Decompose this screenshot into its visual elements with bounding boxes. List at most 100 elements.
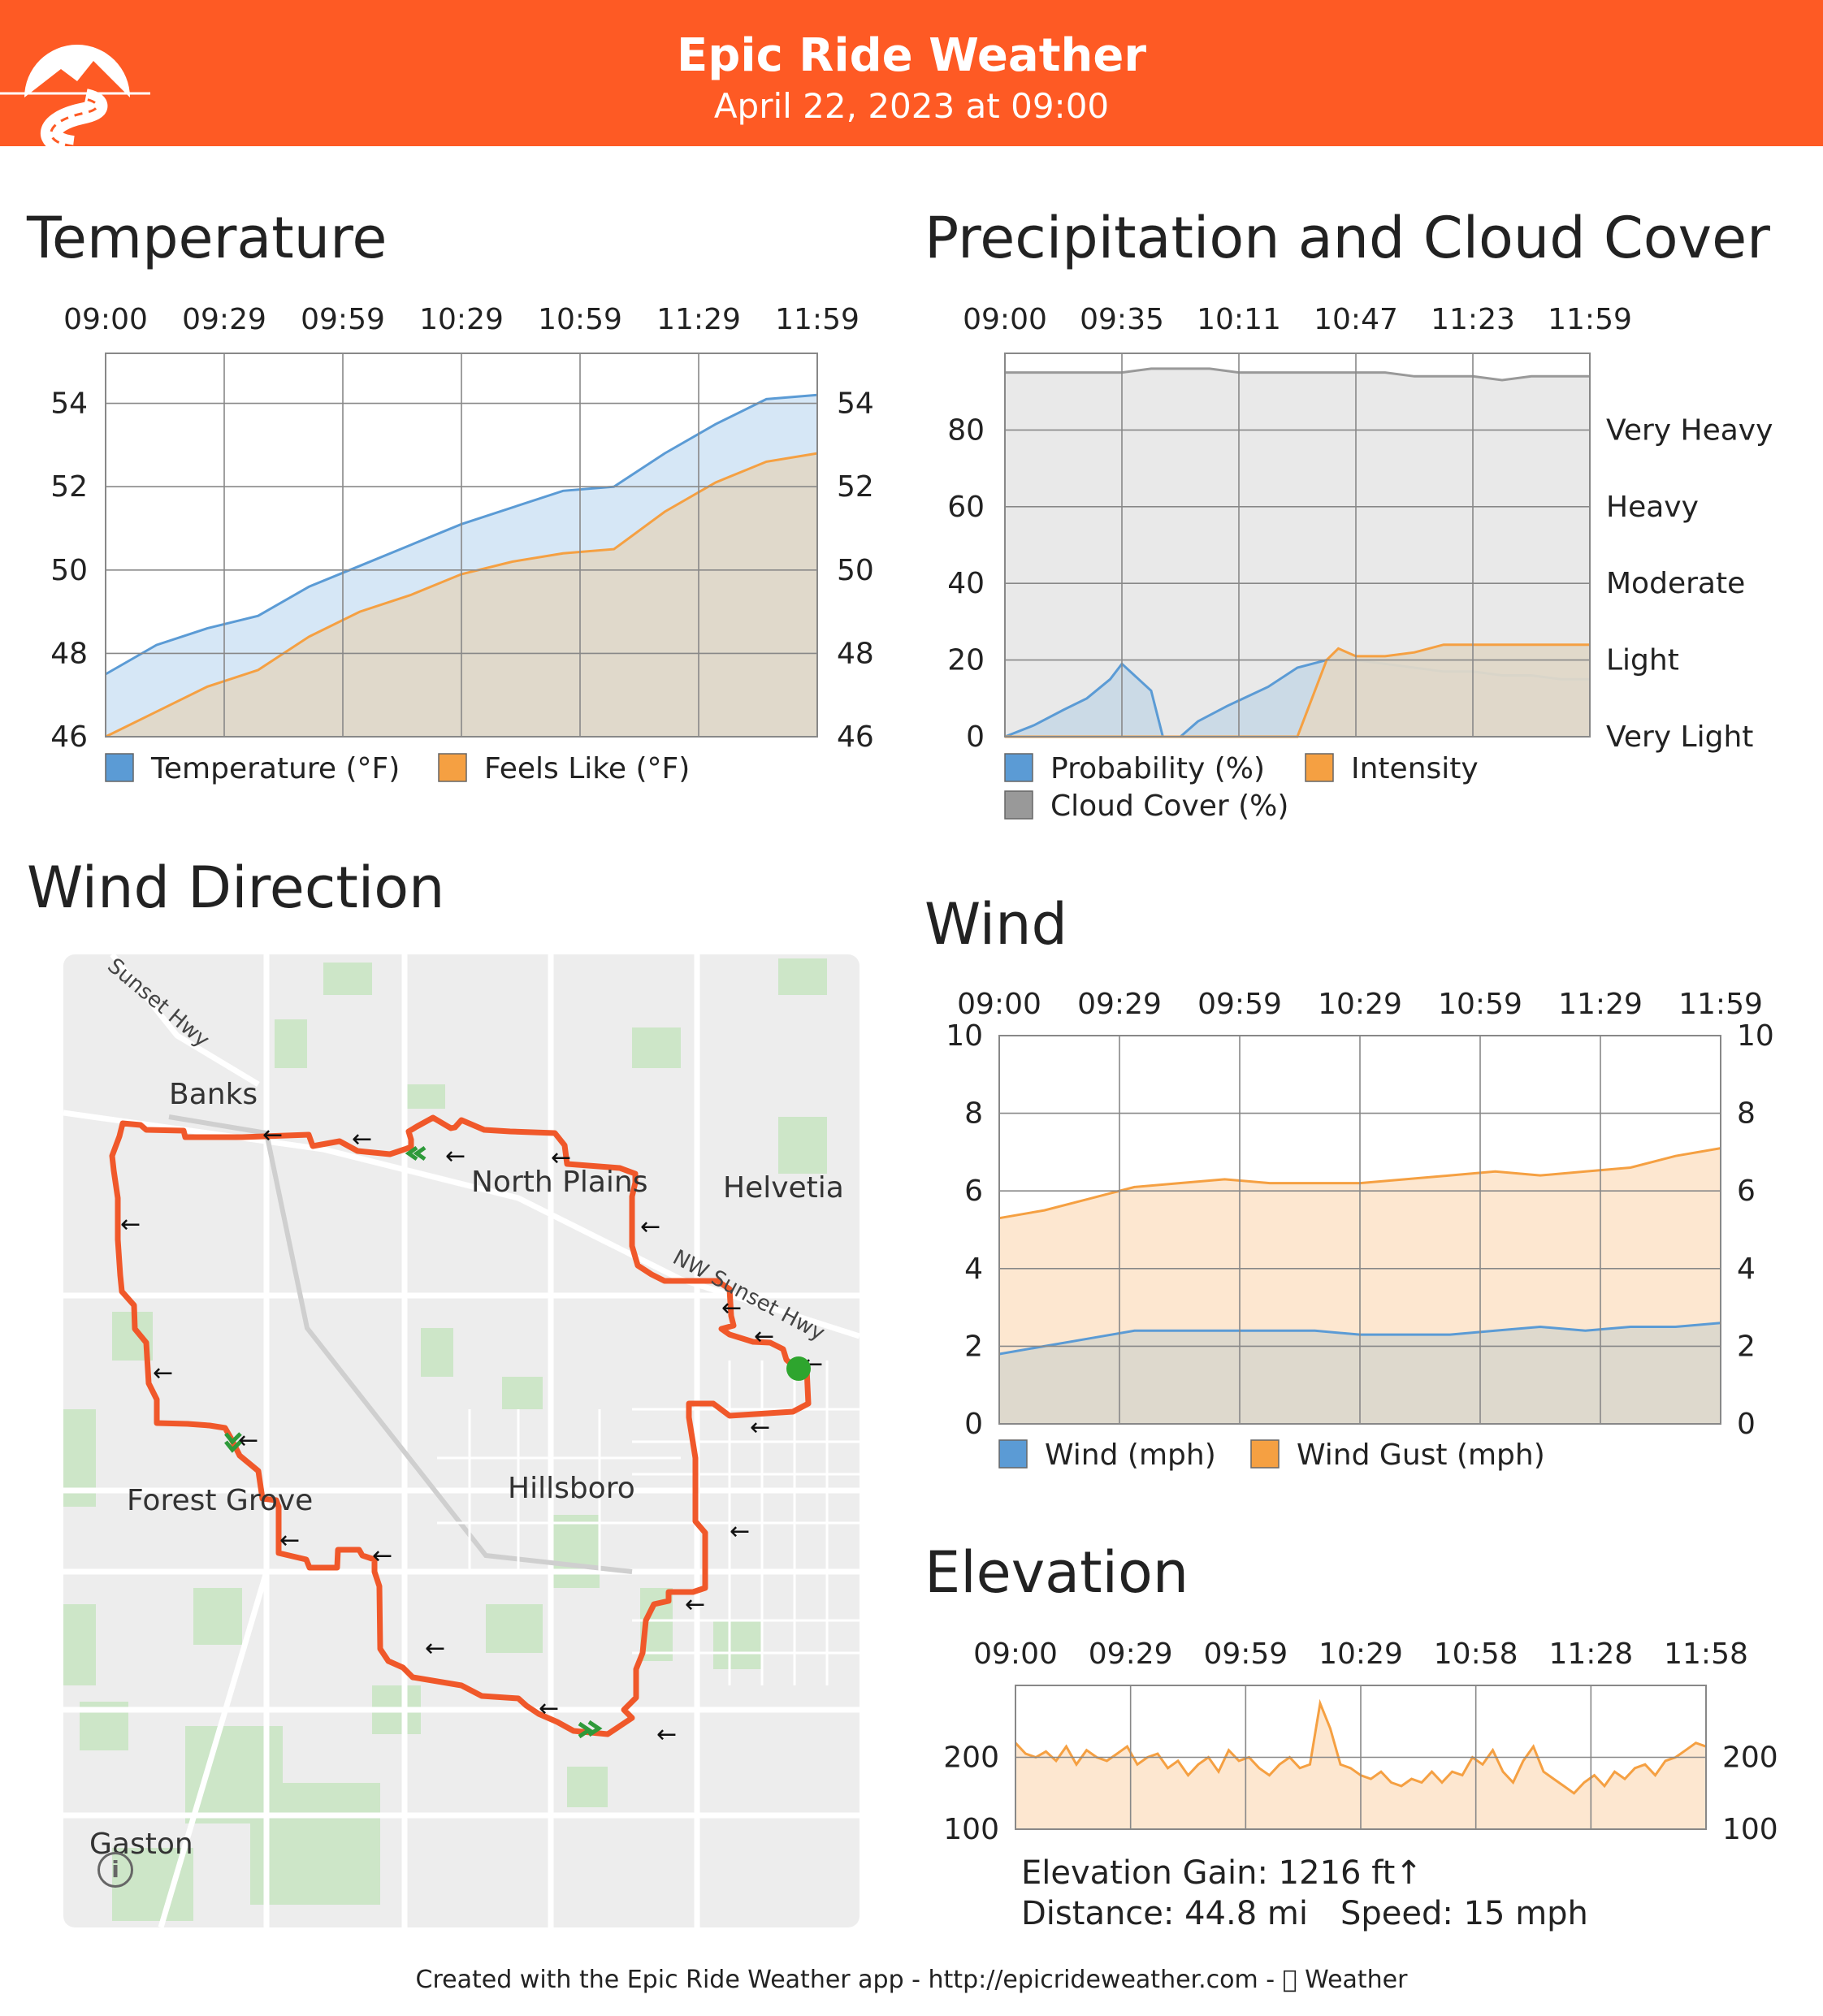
temperature-plot-frame <box>105 353 818 738</box>
wind-y-tick-right: 4 <box>1737 1252 1756 1286</box>
precipitation-x-tick: 11:23 <box>1431 303 1515 336</box>
precipitation-y-tick-left: 80 <box>947 413 985 447</box>
precipitation-legend-swatch <box>1004 790 1033 820</box>
info-icon[interactable]: i <box>97 1852 133 1888</box>
temperature-title: Temperature <box>27 205 388 271</box>
temperature-x-tick: 11:29 <box>656 303 741 336</box>
wind-y-tick-left: 6 <box>964 1175 983 1208</box>
wind-y-tick-left: 8 <box>964 1097 983 1131</box>
elevation-x-tick: 11:58 <box>1664 1637 1748 1671</box>
wind-direction-map[interactable]: ← ← ← ← ← ← ← ← ← ← ← ← ← ← ← ← ← ← ← Banks North Pl… <box>63 954 860 1927</box>
map-parks <box>63 958 827 1921</box>
temperature-legend-swatch <box>438 753 467 782</box>
speed: Speed: 15 mph <box>1340 1895 1588 1932</box>
svg-text:←: ← <box>279 1526 300 1555</box>
map-label-north-plains: North Plains <box>471 1166 648 1199</box>
temperature-y-tick-right: 48 <box>837 637 874 670</box>
temperature-x-tick: 11:59 <box>775 303 860 336</box>
app-title: Epic Ride Weather <box>677 29 1146 82</box>
wind-y-tick-left: 0 <box>964 1408 983 1441</box>
temperature-x-tick: 09:59 <box>301 303 385 336</box>
temperature-legend-label: Temperature (°F) <box>150 752 400 785</box>
precipitation-y-tick-left: 0 <box>966 720 985 754</box>
precipitation-x-tick: 11:59 <box>1548 303 1632 336</box>
precipitation-x-tick: 10:11 <box>1197 303 1281 336</box>
precipitation-legend-label: Probability (%) <box>1050 752 1265 785</box>
precipitation-y-tick-right: Light <box>1606 644 1679 677</box>
precipitation-y-tick-left: 40 <box>947 567 985 600</box>
svg-text:←: ← <box>539 1694 559 1723</box>
elevation-x-tick: 09:29 <box>1089 1637 1173 1671</box>
svg-text:←: ← <box>730 1517 750 1546</box>
precipitation-y-tick-right: Moderate <box>1606 567 1745 600</box>
map-canvas: ←← ← ←←← ← ←← ←←← ←←← ←←← ← <box>63 954 860 1927</box>
svg-text:←: ← <box>425 1634 445 1663</box>
map-grid <box>437 1361 860 1685</box>
svg-text:←: ← <box>238 1426 258 1455</box>
wind-arrows: ←← ← ←←← ← ←← ←←← ←←← ←←← ← <box>120 1121 823 1749</box>
map-rail <box>168 1114 633 1574</box>
precipitation-legend-label: Cloud Cover (%) <box>1050 790 1288 823</box>
elevation-plot-frame <box>1015 1685 1707 1830</box>
temperature-y-tick-left: 50 <box>50 554 88 587</box>
temperature-y-tick-left: 52 <box>50 470 88 504</box>
wind-x-tick: 11:29 <box>1558 988 1643 1021</box>
temperature-y-tick-right: 52 <box>837 470 874 504</box>
precipitation-y-tick-left: 60 <box>947 491 985 524</box>
precipitation-plot-frame <box>1004 353 1591 738</box>
temperature-x-tick: 10:59 <box>538 303 622 336</box>
svg-text:←: ← <box>153 1359 173 1387</box>
temperature-y-tick-right: 46 <box>837 720 874 754</box>
wind-y-tick-right: 8 <box>1737 1097 1756 1131</box>
precipitation-legend-label: Intensity <box>1351 752 1479 785</box>
precipitation-series-line-2 <box>1005 367 1590 382</box>
temperature-y-tick-right: 50 <box>837 554 874 587</box>
precipitation-legend-swatch <box>1004 753 1033 782</box>
precipitation-x-tick: 09:00 <box>963 303 1047 336</box>
elevation-x-tick: 11:28 <box>1548 1637 1633 1671</box>
wind-x-tick: 09:00 <box>957 988 1041 1021</box>
elevation-title: Elevation <box>924 1539 1189 1606</box>
elevation-y-tick-left: 200 <box>943 1741 999 1775</box>
wind-y-tick-right: 2 <box>1737 1330 1756 1363</box>
footer-credit: Created with the Epic Ride Weather app -… <box>416 1966 1408 1994</box>
wind-legend-label: Wind Gust (mph) <box>1297 1438 1545 1472</box>
precipitation-y-tick-left: 20 <box>947 644 985 677</box>
map-label-helvetia: Helvetia <box>723 1171 844 1205</box>
svg-text:←: ← <box>754 1322 774 1351</box>
elevation-gain: Elevation Gain: 1216 ft↑ <box>1021 1854 1422 1892</box>
temperature-y-tick-left: 54 <box>50 387 88 421</box>
elevation-x-tick: 09:00 <box>973 1637 1058 1671</box>
wind-x-tick: 09:29 <box>1077 988 1162 1021</box>
svg-text:←: ← <box>372 1542 392 1570</box>
wind-y-tick-left: 10 <box>946 1019 983 1053</box>
wind-x-tick: 10:59 <box>1438 988 1522 1021</box>
elevation-x-tick: 10:58 <box>1434 1637 1518 1671</box>
precipitation-title: Precipitation and Cloud Cover <box>924 205 1770 271</box>
precipitation-y-tick-right: Very Light <box>1606 720 1753 754</box>
precipitation-x-tick: 10:47 <box>1314 303 1398 336</box>
svg-text:←: ← <box>750 1413 770 1442</box>
forecast-date: April 22, 2023 at 09:00 <box>713 86 1110 126</box>
temperature-legend-label: Feels Like (°F) <box>484 752 690 785</box>
precipitation-x-tick: 09:35 <box>1080 303 1164 336</box>
map-label-hillsboro: Hillsboro <box>508 1472 635 1505</box>
precipitation-legend-swatch <box>1305 753 1334 782</box>
precipitation-y-tick-right: Very Heavy <box>1606 413 1773 447</box>
mountain-road-logo-icon <box>0 45 150 146</box>
wind-y-tick-right: 0 <box>1737 1408 1756 1441</box>
svg-text:←: ← <box>352 1125 372 1153</box>
wind-x-tick: 09:59 <box>1197 988 1282 1021</box>
wind-y-tick-left: 4 <box>964 1252 983 1286</box>
temperature-x-tick: 10:29 <box>419 303 504 336</box>
elevation-y-tick-left: 100 <box>943 1813 999 1846</box>
wind-legend-swatch <box>1250 1439 1280 1469</box>
elevation-x-tick: 09:59 <box>1203 1637 1288 1671</box>
map-label-forest-grove: Forest Grove <box>127 1484 314 1517</box>
map-label-banks: Banks <box>169 1078 258 1111</box>
wind-y-tick-right: 6 <box>1737 1175 1756 1208</box>
wind-plot-frame <box>998 1035 1721 1425</box>
wind-title: Wind <box>924 891 1067 958</box>
header-bar: Epic Ride Weather April 22, 2023 at 09:0… <box>0 0 1823 146</box>
